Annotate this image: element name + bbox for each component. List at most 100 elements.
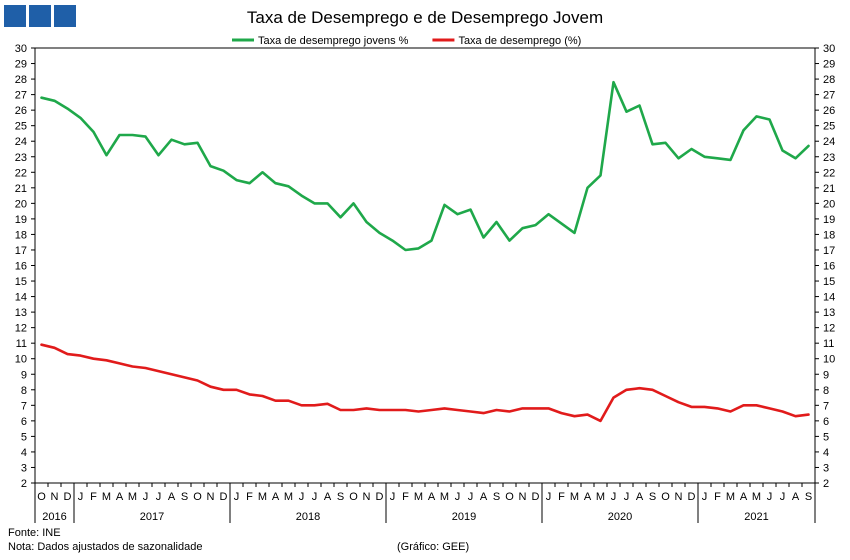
series-line [40,343,810,423]
x-month-label: N [363,491,371,503]
x-month-label: O [37,491,46,503]
x-month-label: O [661,491,670,503]
x-month-label: A [584,491,592,503]
legend-label: Taxa de desemprego (%) [458,35,581,47]
logo-square [29,5,51,27]
x-month-label: A [740,491,748,503]
y-tick-label-left: 28 [15,74,27,86]
y-tick-label-left: 18 [15,229,27,241]
series-line [40,80,810,252]
x-month-label: J [624,491,630,503]
y-tick-label-left: 9 [21,369,27,381]
x-month-label: S [649,491,656,503]
x-month-label: A [324,491,332,503]
y-tick-label-left: 30 [15,43,27,55]
y-tick-label-right: 4 [823,447,829,459]
y-tick-label-right: 24 [823,136,835,148]
x-month-label: D [532,491,540,503]
y-tick-label-left: 16 [15,261,27,273]
y-tick-label-right: 13 [823,307,835,319]
x-month-label: M [752,491,761,503]
logo-square [54,5,76,27]
x-month-label: N [51,491,59,503]
footer-credit: (Gráfico: GEE) [397,541,470,553]
y-tick-label-right: 5 [823,431,829,443]
x-month-label: J [299,491,305,503]
plot-frame [34,47,816,484]
x-month-label: S [337,491,344,503]
y-tick-label-left: 7 [21,400,27,412]
x-month-label: J [455,491,461,503]
x-month-label: M [726,491,735,503]
x-month-label: D [688,491,696,503]
x-month-label: J [611,491,617,503]
y-tick-label-left: 4 [21,447,27,459]
y-tick-label-left: 23 [15,152,27,164]
y-tick-label-right: 9 [823,369,829,381]
y-tick-label-right: 30 [823,43,835,55]
y-tick-label-left: 12 [15,323,27,335]
x-month-label: O [505,491,514,503]
x-month-label: A [636,491,644,503]
footer-source: Fonte: INE [8,527,61,539]
y-tick-label-right: 3 [823,462,829,474]
x-month-label: D [64,491,72,503]
x-month-label: J [234,491,240,503]
legend-label: Taxa de desemprego jovens % [258,35,409,47]
chart-title: Taxa de Desemprego e de Desemprego Jovem [246,8,604,27]
y-tick-label-right: 2 [823,478,829,490]
x-year-label: 2020 [608,511,632,523]
x-month-label: A [168,491,176,503]
x-month-label: D [376,491,384,503]
y-tick-label-right: 6 [823,416,829,428]
y-tick-label-right: 23 [823,152,835,164]
logo [4,5,76,27]
x-month-label: A [116,491,124,503]
y-tick-label-right: 10 [823,354,835,366]
x-year-label: 2017 [140,511,164,523]
y-tick-label-left: 27 [15,90,27,102]
x-month-label: J [767,491,773,503]
x-month-label: A [792,491,800,503]
x-month-label: M [284,491,293,503]
x-month-label: S [805,491,812,503]
y-tick-label-left: 19 [15,214,27,226]
x-year-label: 2019 [452,511,476,523]
y-tick-label-left: 14 [15,292,27,304]
x-month-label: J [312,491,318,503]
y-tick-label-right: 29 [823,59,835,71]
x-month-label: F [90,491,97,503]
y-tick-label-left: 13 [15,307,27,319]
x-month-label: A [480,491,488,503]
y-tick-label-right: 15 [823,276,835,288]
x-month-label: F [402,491,409,503]
y-tick-label-left: 2 [21,478,27,490]
x-year-label: 2016 [42,511,66,523]
x-month-label: M [102,491,111,503]
x-month-label: A [428,491,436,503]
y-tick-label-left: 11 [16,338,27,350]
logo-square [4,5,26,27]
x-month-label: A [272,491,280,503]
x-month-label: J [546,491,552,503]
x-month-label: M [258,491,267,503]
x-month-label: J [468,491,474,503]
y-tick-label-left: 6 [21,416,27,428]
y-tick-label-right: 7 [823,400,829,412]
x-month-label: J [78,491,84,503]
y-tick-label-right: 27 [823,90,835,102]
x-month-label: S [181,491,188,503]
y-tick-label-left: 29 [15,59,27,71]
y-tick-label-left: 15 [15,276,27,288]
x-month-label: F [246,491,253,503]
y-tick-label-right: 28 [823,74,835,86]
x-month-label: M [414,491,423,503]
x-month-label: J [390,491,396,503]
y-tick-label-left: 24 [15,136,27,148]
y-tick-label-right: 20 [823,198,835,210]
y-tick-label-right: 21 [823,183,835,195]
y-tick-label-left: 26 [15,105,27,117]
x-month-label: S [493,491,500,503]
y-tick-label-left: 21 [15,183,27,195]
